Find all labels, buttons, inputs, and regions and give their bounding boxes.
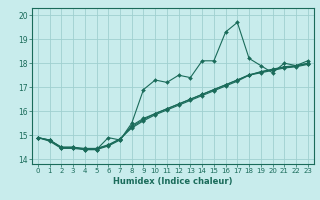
X-axis label: Humidex (Indice chaleur): Humidex (Indice chaleur): [113, 177, 233, 186]
